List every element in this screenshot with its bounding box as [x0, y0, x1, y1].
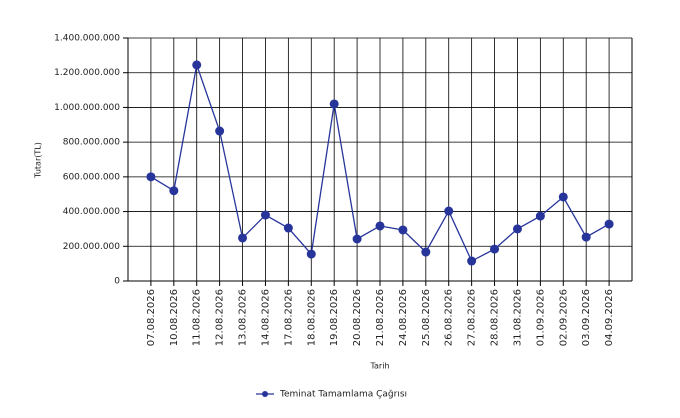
x-tick-label: 02.09.2026	[558, 289, 569, 346]
data-point	[467, 256, 477, 266]
data-point	[558, 192, 568, 202]
x-tick-label: 03.09.2026	[581, 289, 592, 346]
y-tick-label: 800.000.000	[63, 138, 121, 148]
data-point	[421, 247, 431, 257]
data-point	[398, 225, 408, 235]
x-tick-label: 11.08.2026	[192, 289, 203, 346]
x-tick-label: 25.08.2026	[421, 289, 432, 346]
data-point	[604, 219, 614, 229]
data-point	[444, 206, 454, 216]
data-point	[535, 211, 545, 221]
x-tick-label: 27.08.2026	[467, 289, 478, 346]
y-tick-label: 200.000.000	[63, 242, 121, 252]
x-tick-label: 04.09.2026	[604, 289, 615, 346]
x-tick-label: 17.08.2026	[283, 289, 294, 346]
x-tick-label: 20.08.2026	[352, 289, 363, 346]
x-axis-label: Tarih	[369, 362, 389, 371]
x-tick-label: 07.08.2026	[146, 289, 157, 346]
data-point	[329, 99, 339, 109]
y-tick-label: 1.400.000.000	[54, 34, 120, 44]
x-tick-label: 19.08.2026	[329, 289, 340, 346]
y-tick-label: 1.000.000.000	[54, 103, 120, 113]
data-point	[260, 210, 270, 220]
y-axis-label: Tutar(TL)	[34, 142, 43, 179]
x-tick-label: 31.08.2026	[512, 289, 523, 346]
y-tick-label: 400.000.000	[63, 207, 121, 217]
x-tick-label: 12.08.2026	[215, 289, 226, 346]
x-tick-label: 21.08.2026	[375, 289, 386, 346]
y-tick-label: 0	[114, 277, 120, 287]
data-point	[352, 234, 362, 244]
data-point	[512, 224, 522, 234]
data-point	[375, 221, 385, 231]
data-point	[306, 249, 316, 259]
data-point	[283, 223, 293, 233]
data-point	[238, 233, 248, 243]
x-tick-label: 01.09.2026	[535, 289, 546, 346]
x-tick-label: 18.08.2026	[306, 289, 317, 346]
data-point	[192, 60, 202, 70]
x-tick-label: 13.08.2026	[238, 289, 249, 346]
x-tick-label: 14.08.2026	[260, 289, 271, 346]
data-point	[581, 232, 591, 242]
data-point	[215, 126, 225, 136]
x-tick-label: 10.08.2026	[169, 289, 180, 346]
y-tick-label: 600.000.000	[63, 172, 121, 182]
x-tick-label: 24.08.2026	[398, 289, 409, 346]
x-tick-label: 26.08.2026	[444, 289, 455, 346]
y-tick-label: 1.200.000.000	[54, 68, 120, 78]
legend-label: Teminat Tamamlama Çağrısı	[279, 390, 407, 400]
data-point	[169, 186, 179, 196]
legend-marker	[262, 391, 268, 397]
data-point	[490, 244, 500, 254]
x-tick-label: 28.08.2026	[490, 289, 501, 346]
data-point	[146, 172, 156, 182]
